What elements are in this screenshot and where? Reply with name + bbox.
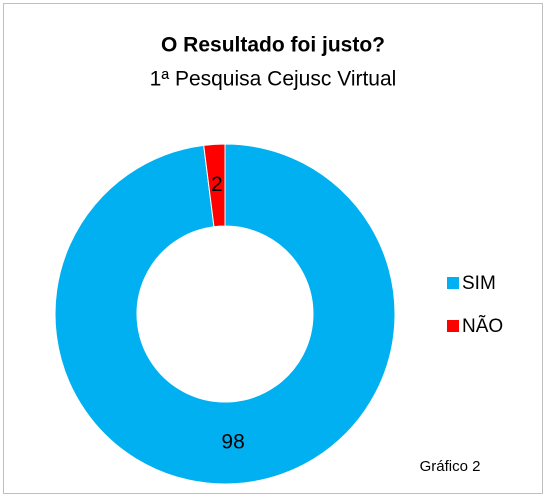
legend-label: NÃO <box>462 315 503 337</box>
chart-subtitle: 1ª Pesquisa Cejusc Virtual <box>150 68 397 91</box>
data-label: 2 <box>211 173 223 196</box>
data-label: 98 <box>221 430 244 453</box>
annotation: Gráfico 2 <box>420 458 481 475</box>
donut-slice <box>54 143 396 485</box>
legend-swatch <box>447 320 459 332</box>
legend-label: SIM <box>462 273 496 294</box>
legend-swatch <box>447 277 459 289</box>
donut-slice <box>203 143 226 228</box>
chart-title: O Resultado foi justo? <box>161 34 385 57</box>
